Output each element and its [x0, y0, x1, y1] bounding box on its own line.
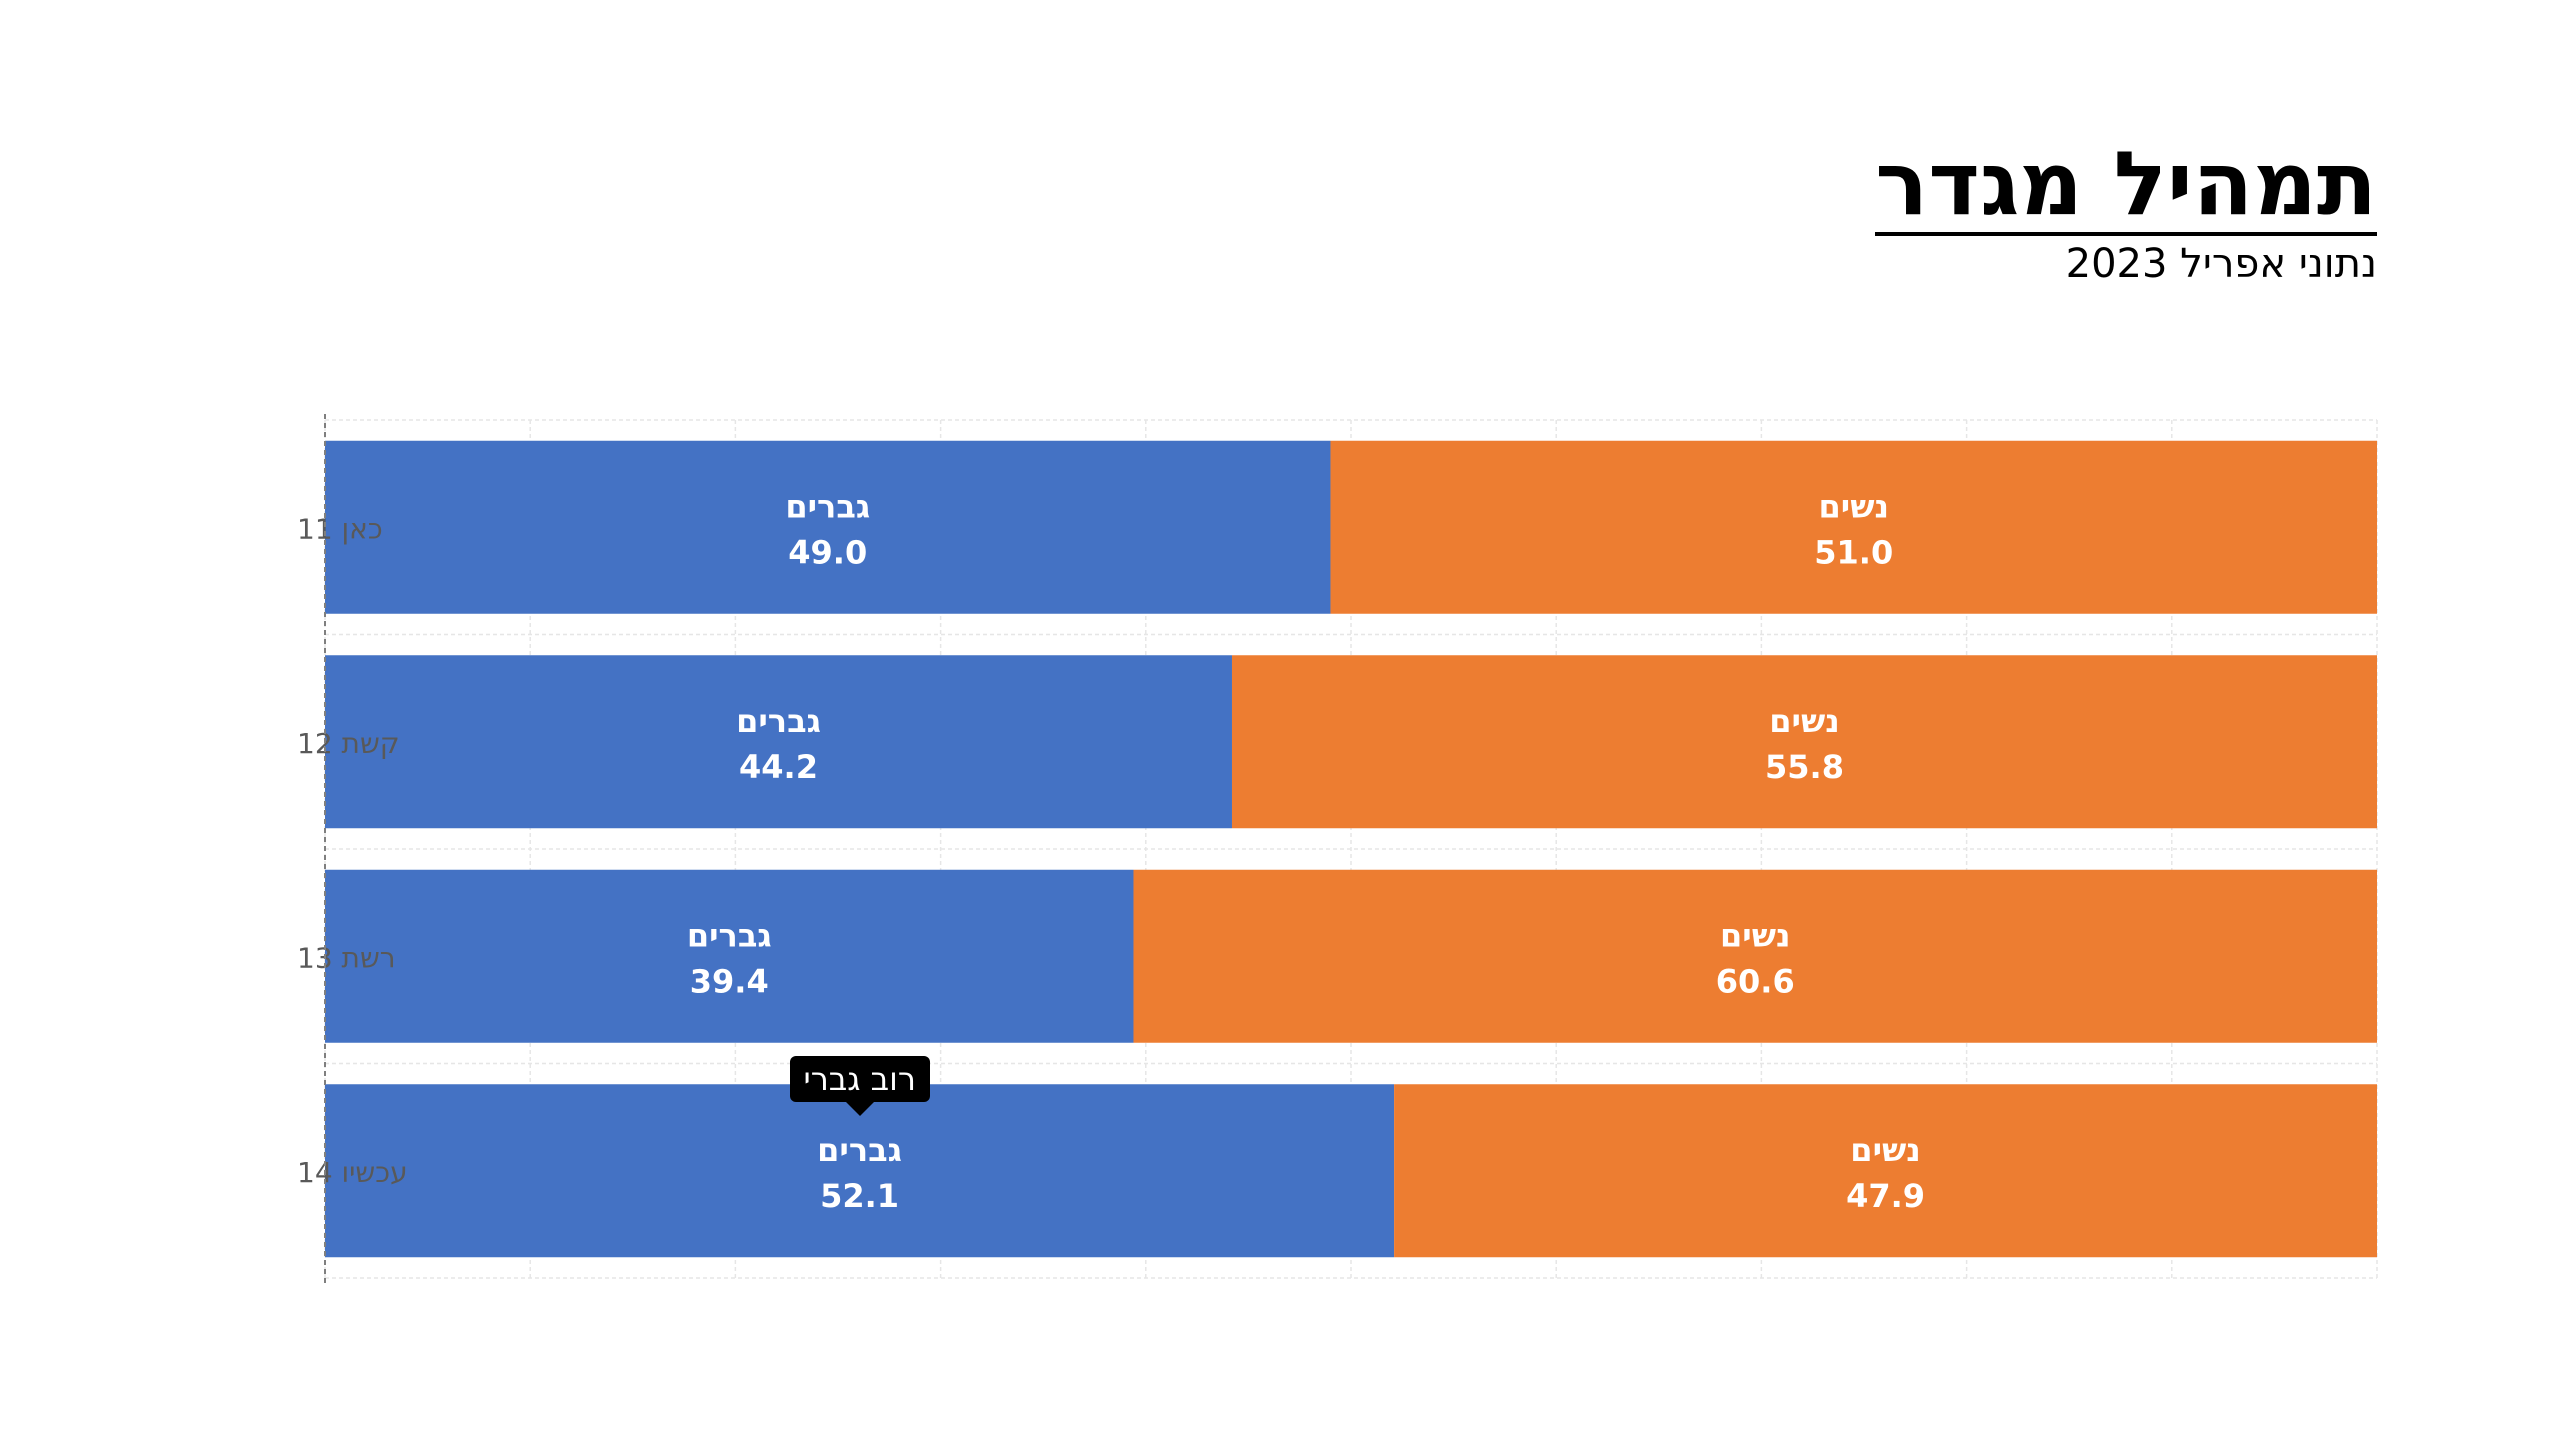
bar-segment-value-label: 52.1 [820, 1177, 899, 1215]
bar-segment-series-label: נשים [1819, 487, 1889, 525]
category-axis-label: קשת 12 [297, 727, 400, 760]
bar-segment-series-label: גברים [736, 702, 821, 740]
bar-segment [1394, 1084, 2377, 1258]
bar-segment [325, 440, 1331, 614]
bar-segment-value-label: 55.8 [1765, 748, 1844, 786]
bar-segment [325, 869, 1134, 1043]
chart-title-block: תמהיל מגדר נתוני אפריל 2023 [1875, 140, 2377, 286]
annotation-callout: רוב גברי [789, 1056, 930, 1117]
bar-segment-value-label: 39.4 [690, 962, 769, 1000]
bar-segment [325, 655, 1232, 829]
bar-segment-series-label: נשים [1850, 1131, 1920, 1169]
bar-segment-value-label: 60.6 [1716, 962, 1795, 1000]
chart-subtitle: נתוני אפריל 2023 [2065, 241, 2377, 287]
bar-segment-series-label: נשים [1769, 702, 1839, 740]
bar-segment-value-label: 49.0 [788, 533, 867, 571]
chart-title: תמהיל מגדר [1875, 132, 2377, 236]
category-axis-label: רשת 13 [297, 941, 396, 974]
category-axis-label: עכשיו 14 [297, 1156, 408, 1189]
bar-segment-value-label: 47.9 [1846, 1177, 1925, 1215]
bar-segment [1231, 655, 2377, 829]
bar-segment-series-label: גברים [687, 916, 772, 954]
bar-segment-series-label: גברים [817, 1131, 902, 1169]
bar-segment [1133, 869, 2377, 1043]
bar-segment-value-label: 44.2 [739, 748, 818, 786]
category-axis-label: כאן 11 [297, 512, 383, 545]
bar-segment-series-label: נשים [1720, 916, 1790, 954]
bar-segment [1330, 440, 2377, 614]
bar-segment-value-label: 51.0 [1814, 533, 1893, 571]
bar-segment-series-label: גברים [785, 487, 870, 525]
